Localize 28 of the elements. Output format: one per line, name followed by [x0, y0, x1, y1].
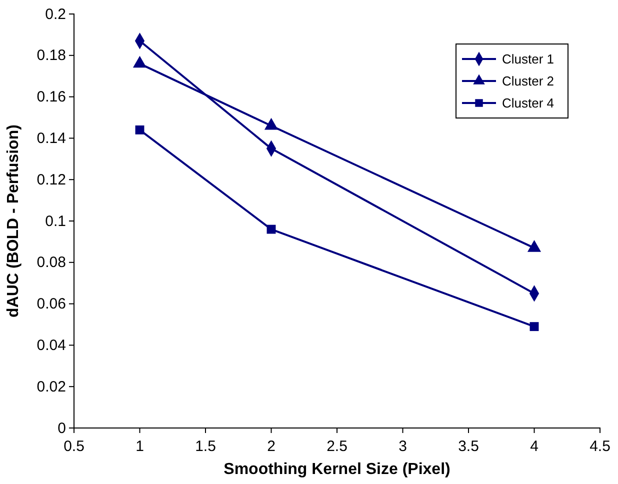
y-tick-label: 0.14 [36, 130, 66, 147]
x-tick-label: 2.5 [326, 438, 348, 455]
point [266, 224, 276, 234]
x-tick-label: 3 [398, 438, 407, 455]
y-tick-label: 0.2 [45, 6, 66, 23]
legend-label: Cluster 1 [502, 52, 554, 67]
x-tick-label: 0.5 [64, 438, 84, 455]
x-tick-label: 1 [136, 438, 144, 455]
y-axis-title: dAUC (BOLD - Perfusion) [5, 124, 22, 318]
y-tick-label: 0.06 [36, 296, 66, 313]
x-tick-label: 4 [530, 438, 538, 455]
legend-label: Cluster 4 [502, 96, 554, 111]
legend-label: Cluster 2 [502, 74, 554, 89]
x-tick-label: 2 [267, 438, 276, 455]
x-axis-title: Smoothing Kernel Size (Pixel) [224, 461, 450, 478]
y-tick-label: 0.04 [36, 337, 66, 354]
y-tick-label: 0.1 [45, 212, 66, 230]
x-tick-label: 3.5 [458, 438, 479, 455]
y-tick-label: 0.02 [36, 378, 66, 396]
y-tick-label: 0.12 [36, 171, 66, 188]
x-tick-label: 4.5 [590, 438, 610, 455]
x-tick-label: 1.5 [195, 438, 216, 455]
y-tick-label: 0.16 [36, 88, 66, 106]
y-tick-label: 0.18 [36, 47, 66, 64]
y-tick-label: 0.08 [36, 254, 66, 272]
point [135, 125, 144, 134]
point [530, 322, 539, 332]
y-tick-label: 0 [58, 420, 66, 437]
